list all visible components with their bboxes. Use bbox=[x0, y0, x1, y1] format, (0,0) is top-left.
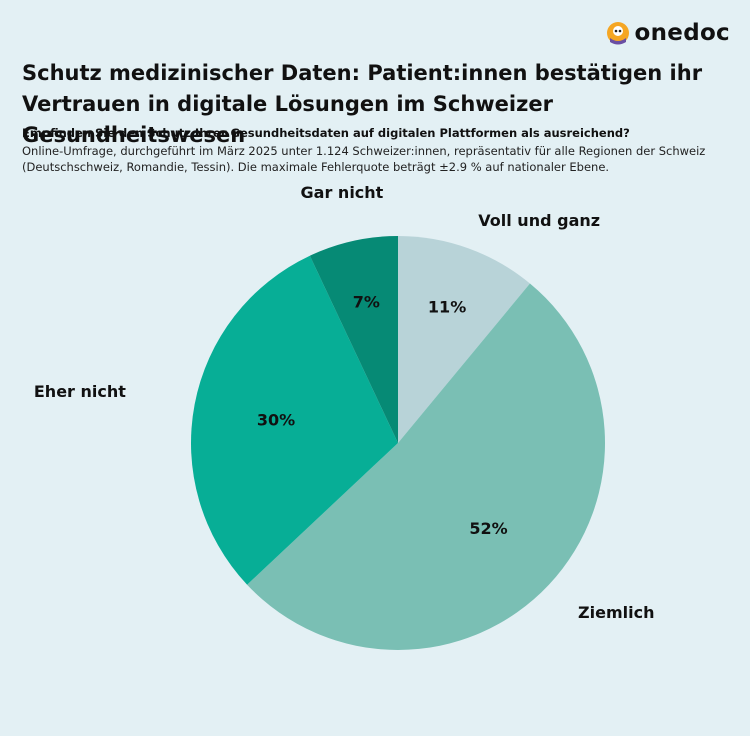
page-title: Schutz medizinischer Daten: Patient:inne… bbox=[22, 61, 703, 147]
brand-logo: onedoc bbox=[605, 20, 730, 46]
onedoc-mascot-icon bbox=[606, 22, 629, 45]
pie-category-label: Eher nicht bbox=[34, 382, 126, 401]
brand-name: onedoc bbox=[634, 20, 730, 46]
pie-value-label: 7% bbox=[353, 293, 380, 312]
pie-slice-voll-und-ganz bbox=[398, 236, 530, 443]
pie-slice-gar-nicht bbox=[309, 236, 398, 443]
pie-value-label: 52% bbox=[469, 519, 507, 538]
survey-note: Online-Umfrage, durchgeführt im März 202… bbox=[22, 144, 706, 174]
pie-category-label: Gar nicht bbox=[301, 183, 384, 202]
pie-value-label: 11% bbox=[428, 298, 466, 317]
pie-category-label: Voll und ganz bbox=[478, 211, 600, 230]
survey-question: Empfinden Sie den Schutz Ihrer Gesundhei… bbox=[22, 126, 630, 140]
pie-slice-ziemlich bbox=[247, 283, 605, 650]
pie-category-label: Ziemlich bbox=[578, 603, 654, 622]
pie-value-label: 30% bbox=[257, 411, 295, 430]
pie-slice-eher-nicht bbox=[191, 255, 398, 585]
